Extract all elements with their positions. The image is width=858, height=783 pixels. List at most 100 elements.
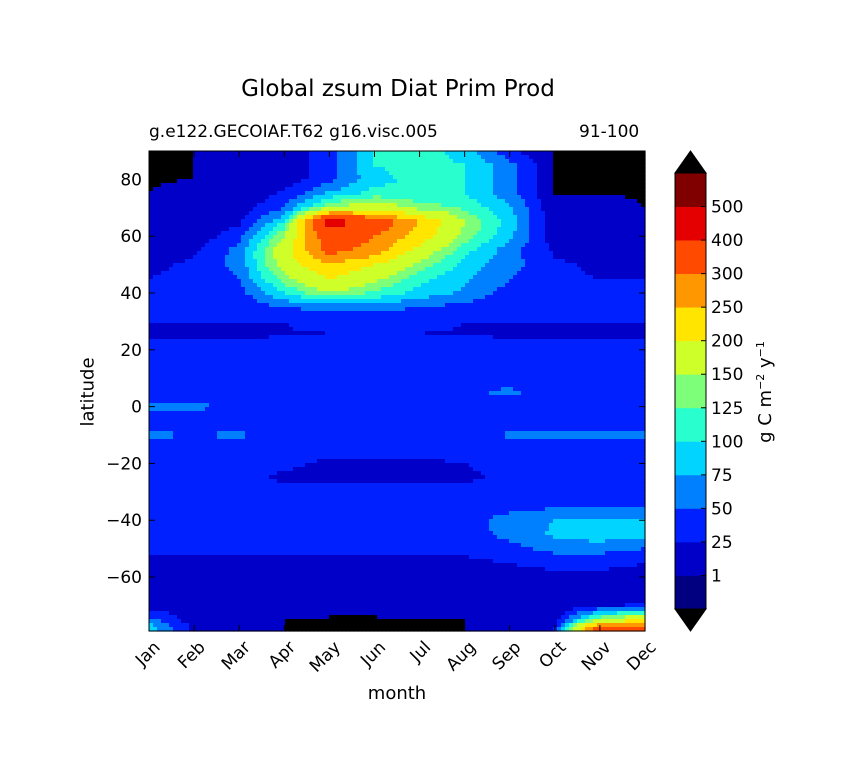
heatmap-cell	[513, 187, 518, 192]
heatmap-cell	[477, 183, 482, 188]
heatmap-cell	[537, 291, 542, 296]
heatmap-cell	[333, 235, 338, 240]
heatmap-cell	[153, 195, 158, 200]
heatmap-cell	[473, 251, 478, 256]
heatmap-cell	[445, 151, 450, 156]
heatmap-cell	[437, 159, 442, 164]
heatmap-cell	[345, 287, 350, 292]
heatmap-cell	[197, 303, 202, 308]
heatmap-cell	[337, 231, 342, 236]
heatmap-cell	[521, 211, 526, 216]
heatmap-cell	[573, 199, 578, 204]
heatmap-cell	[273, 251, 278, 256]
heatmap-cell	[545, 247, 550, 252]
heatmap-cell	[473, 207, 478, 212]
heatmap-cell	[569, 195, 574, 200]
heatmap-cell	[285, 275, 290, 280]
heatmap-cell	[513, 151, 518, 156]
heatmap-cell	[277, 283, 282, 288]
heatmap-cell	[325, 263, 330, 268]
heatmap-cell	[465, 279, 470, 284]
heatmap-cell	[541, 307, 546, 312]
heatmap-cell	[281, 159, 286, 164]
heatmap-cell	[521, 243, 526, 248]
heatmap-cell	[629, 251, 634, 256]
heatmap-cell	[609, 287, 614, 292]
heatmap-cell	[521, 271, 526, 276]
heatmap-cell	[309, 279, 314, 284]
heatmap-cell	[329, 191, 334, 196]
heatmap-cell	[621, 259, 626, 264]
heatmap-cell	[437, 227, 442, 232]
heatmap-cell	[581, 279, 586, 284]
heatmap-cell	[593, 187, 598, 192]
heatmap-cell	[337, 223, 342, 228]
heatmap-cell	[517, 179, 522, 184]
heatmap-cell	[637, 303, 642, 308]
heatmap-cell	[241, 283, 246, 288]
heatmap-cell	[245, 207, 250, 212]
heatmap-cell	[193, 283, 198, 288]
heatmap-cell	[513, 231, 518, 236]
heatmap-cell	[509, 211, 514, 216]
heatmap-cell	[361, 175, 366, 180]
heatmap-cell	[409, 279, 414, 284]
heatmap-cell	[405, 291, 410, 296]
heatmap-cell	[421, 263, 426, 268]
heatmap-cell	[441, 295, 446, 300]
heatmap-cell	[601, 295, 606, 300]
heatmap-cell	[425, 259, 430, 264]
heatmap-cell	[285, 155, 290, 160]
heatmap-cell	[541, 275, 546, 280]
heatmap-cell	[589, 259, 594, 264]
heatmap-cell	[337, 255, 342, 260]
heatmap-cell	[377, 163, 382, 168]
heatmap-cell	[257, 215, 262, 220]
heatmap-cell	[541, 259, 546, 264]
heatmap-cell	[601, 187, 606, 192]
heatmap-cell	[485, 167, 490, 172]
heatmap-cell	[469, 283, 474, 288]
heatmap-cell	[465, 215, 470, 220]
heatmap-cell	[553, 155, 558, 160]
heatmap-cell	[585, 179, 590, 184]
heatmap-cell	[525, 187, 530, 192]
heatmap-cell	[329, 183, 334, 188]
heatmap-cell	[297, 263, 302, 268]
heatmap-cell	[565, 195, 570, 200]
heatmap-cell	[433, 259, 438, 264]
heatmap-cell	[257, 231, 262, 236]
heatmap-cell	[181, 267, 186, 272]
heatmap-cell	[569, 231, 574, 236]
heatmap-cell	[165, 251, 170, 256]
heatmap-cell	[393, 151, 398, 156]
heatmap-cell	[341, 303, 346, 308]
heatmap-cell	[565, 283, 570, 288]
heatmap-cell	[477, 263, 482, 268]
heatmap-cell	[365, 183, 370, 188]
heatmap-cell	[293, 251, 298, 256]
heatmap-cell	[373, 303, 378, 308]
heatmap-cell	[189, 163, 194, 168]
heatmap-cell	[361, 307, 366, 312]
heatmap-cell	[241, 155, 246, 160]
heatmap-cell	[397, 251, 402, 256]
heatmap-cell	[381, 283, 386, 288]
heatmap-cell	[521, 179, 526, 184]
heatmap-cell	[633, 191, 638, 196]
heatmap-cell	[513, 307, 518, 312]
heatmap-cell	[521, 219, 526, 224]
heatmap-cell	[545, 211, 550, 216]
heatmap-cell	[333, 207, 338, 212]
heatmap-cell	[545, 227, 550, 232]
heatmap-cell	[425, 167, 430, 172]
heatmap-cell	[485, 203, 490, 208]
heatmap-cell	[457, 223, 462, 228]
heatmap-cell	[453, 263, 458, 268]
heatmap-cell	[177, 215, 182, 220]
heatmap-cell	[533, 263, 538, 268]
heatmap-cell	[261, 255, 266, 260]
heatmap-cell	[477, 275, 482, 280]
heatmap-cell	[413, 219, 418, 224]
heatmap-cell	[257, 259, 262, 264]
